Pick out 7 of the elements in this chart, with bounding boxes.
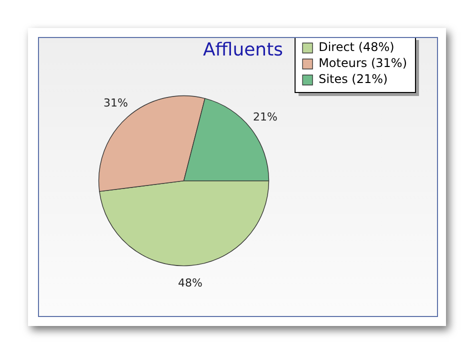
data-label: 21% <box>252 110 278 124</box>
legend-label: Moteurs (31%) <box>318 56 408 70</box>
data-label: 48% <box>178 276 202 290</box>
data-label: 31% <box>103 96 128 110</box>
legend-label: Direct (48%) <box>318 40 394 54</box>
legend-label: Sites (21%) <box>318 72 388 86</box>
chart-title: Affluents <box>202 39 284 60</box>
